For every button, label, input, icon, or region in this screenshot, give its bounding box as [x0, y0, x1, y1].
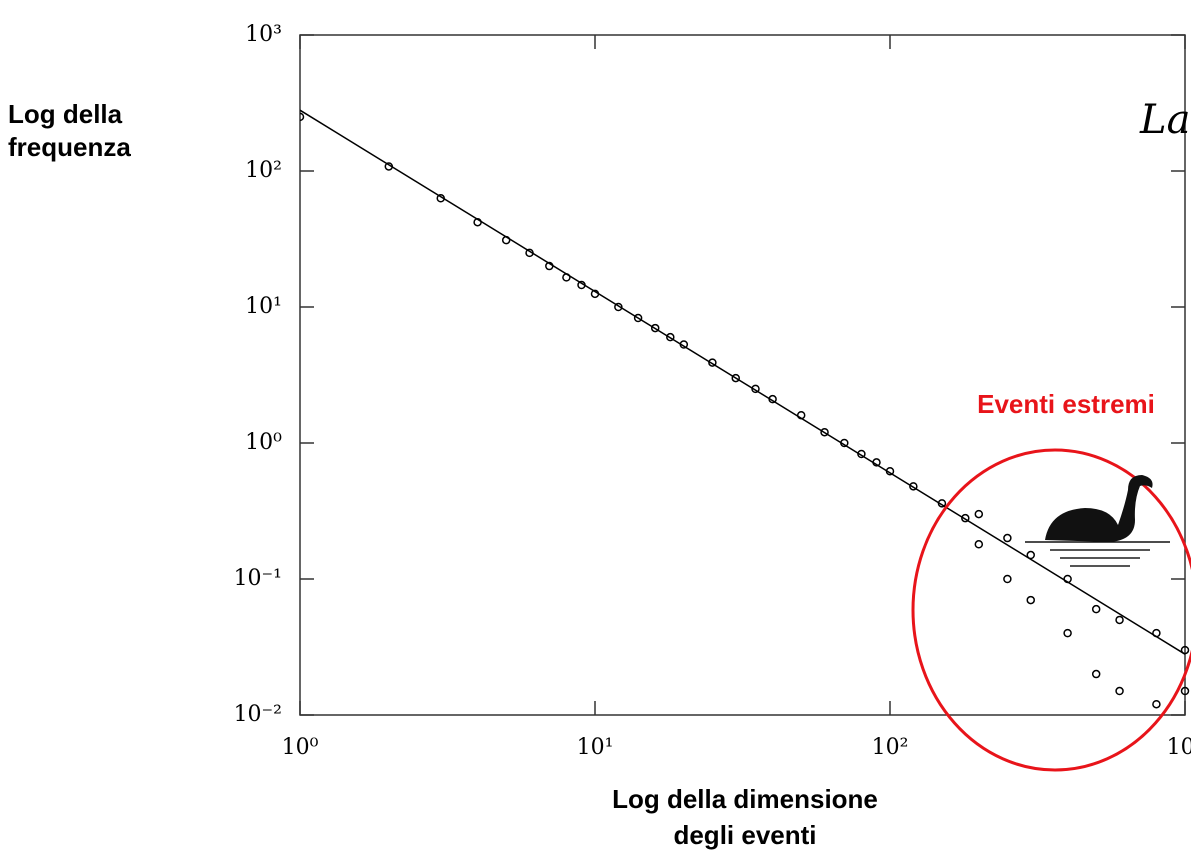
data-point — [590, 289, 600, 299]
data-point — [1152, 699, 1161, 709]
data-point — [974, 509, 984, 519]
data-point — [562, 273, 571, 282]
data-point — [650, 323, 660, 333]
fit-line — [300, 109, 1186, 655]
data-point — [1063, 628, 1072, 638]
data-point — [751, 384, 760, 394]
y-tick-label: 10⁰ — [245, 430, 282, 455]
plot-marks — [300, 109, 1190, 709]
data-point — [666, 332, 675, 342]
data-point — [937, 499, 947, 508]
data-point — [1180, 686, 1190, 696]
data-point — [731, 373, 741, 383]
data-point — [436, 194, 446, 203]
swan-icon — [1025, 475, 1170, 567]
x-tick-label: 10² — [872, 735, 909, 760]
data-point — [1091, 669, 1101, 679]
data-point — [545, 261, 554, 271]
y-tick-label: 10³ — [245, 22, 282, 47]
x-axis-label: Log della dimensione degli eventi — [612, 784, 878, 850]
data-point — [885, 466, 895, 476]
y-tick-label: 10⁻¹ — [234, 566, 282, 591]
data-point — [1063, 574, 1072, 584]
plot-frame — [299, 34, 1186, 716]
data-point — [300, 112, 305, 122]
y-tick-label: 10² — [245, 158, 282, 183]
data-point — [1180, 645, 1190, 655]
data-point — [633, 313, 643, 323]
data-point — [679, 340, 689, 349]
data-point — [1026, 550, 1036, 560]
x-tick-label: 10⁰ — [282, 735, 319, 760]
y-tick-label: 10⁻² — [234, 702, 282, 727]
data-point — [820, 427, 829, 437]
y-axis-label: Log della frequenza — [8, 99, 131, 162]
data-point — [961, 513, 970, 523]
data-point — [1152, 628, 1161, 638]
data-point — [1115, 615, 1124, 625]
x-tick-label: 10¹ — [577, 735, 614, 760]
data-point — [1003, 574, 1012, 584]
annotation: Eventi estremi — [977, 389, 1155, 419]
data-point — [614, 302, 623, 312]
data-point — [384, 162, 394, 171]
data-point — [872, 458, 881, 467]
script-text: La — [1139, 97, 1190, 143]
data-point — [768, 394, 777, 404]
data-point — [1003, 533, 1012, 543]
data-point — [525, 248, 534, 258]
data-point — [909, 482, 918, 491]
data-point — [796, 410, 806, 420]
data-point — [1091, 604, 1101, 614]
data-point — [473, 217, 482, 227]
data-point — [857, 449, 866, 459]
data-point — [974, 540, 984, 549]
highlight-circle — [911, 448, 1191, 772]
data-point — [501, 235, 511, 245]
data-point — [1026, 595, 1036, 605]
data-point — [1115, 686, 1124, 696]
data-point — [840, 438, 849, 448]
x-tick-label: 10³ — [1167, 735, 1191, 760]
data-point — [708, 358, 717, 367]
data-point — [577, 280, 586, 290]
y-tick-label: 10¹ — [245, 294, 282, 319]
